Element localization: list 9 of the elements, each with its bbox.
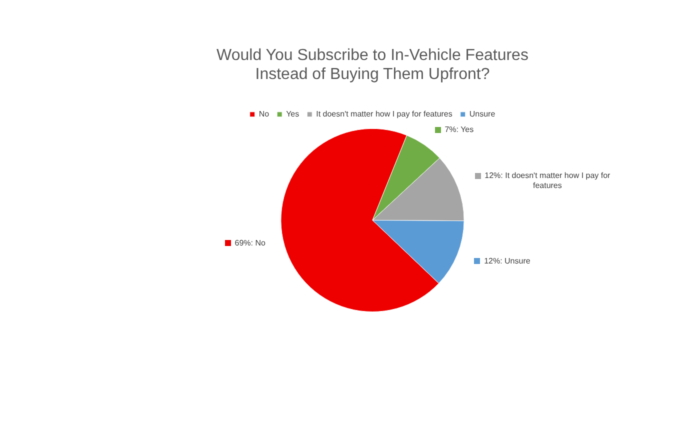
legend-label: It doesn't matter how I pay for features (316, 110, 452, 119)
data-label: 7%: Yes (444, 125, 474, 134)
chart-title: Would You Subscribe to In-Vehicle Features Instead of Buying Them Upfront? (216, 47, 528, 84)
data-label: 12%: Unsure (484, 256, 531, 266)
legend-label: Unsure (469, 110, 496, 119)
legend-label: Yes (286, 110, 300, 119)
data-label: 12%: It doesn't matter how I pay for features (484, 170, 611, 190)
legend-label: No (258, 110, 270, 119)
data-label: 69%: No (234, 238, 266, 248)
